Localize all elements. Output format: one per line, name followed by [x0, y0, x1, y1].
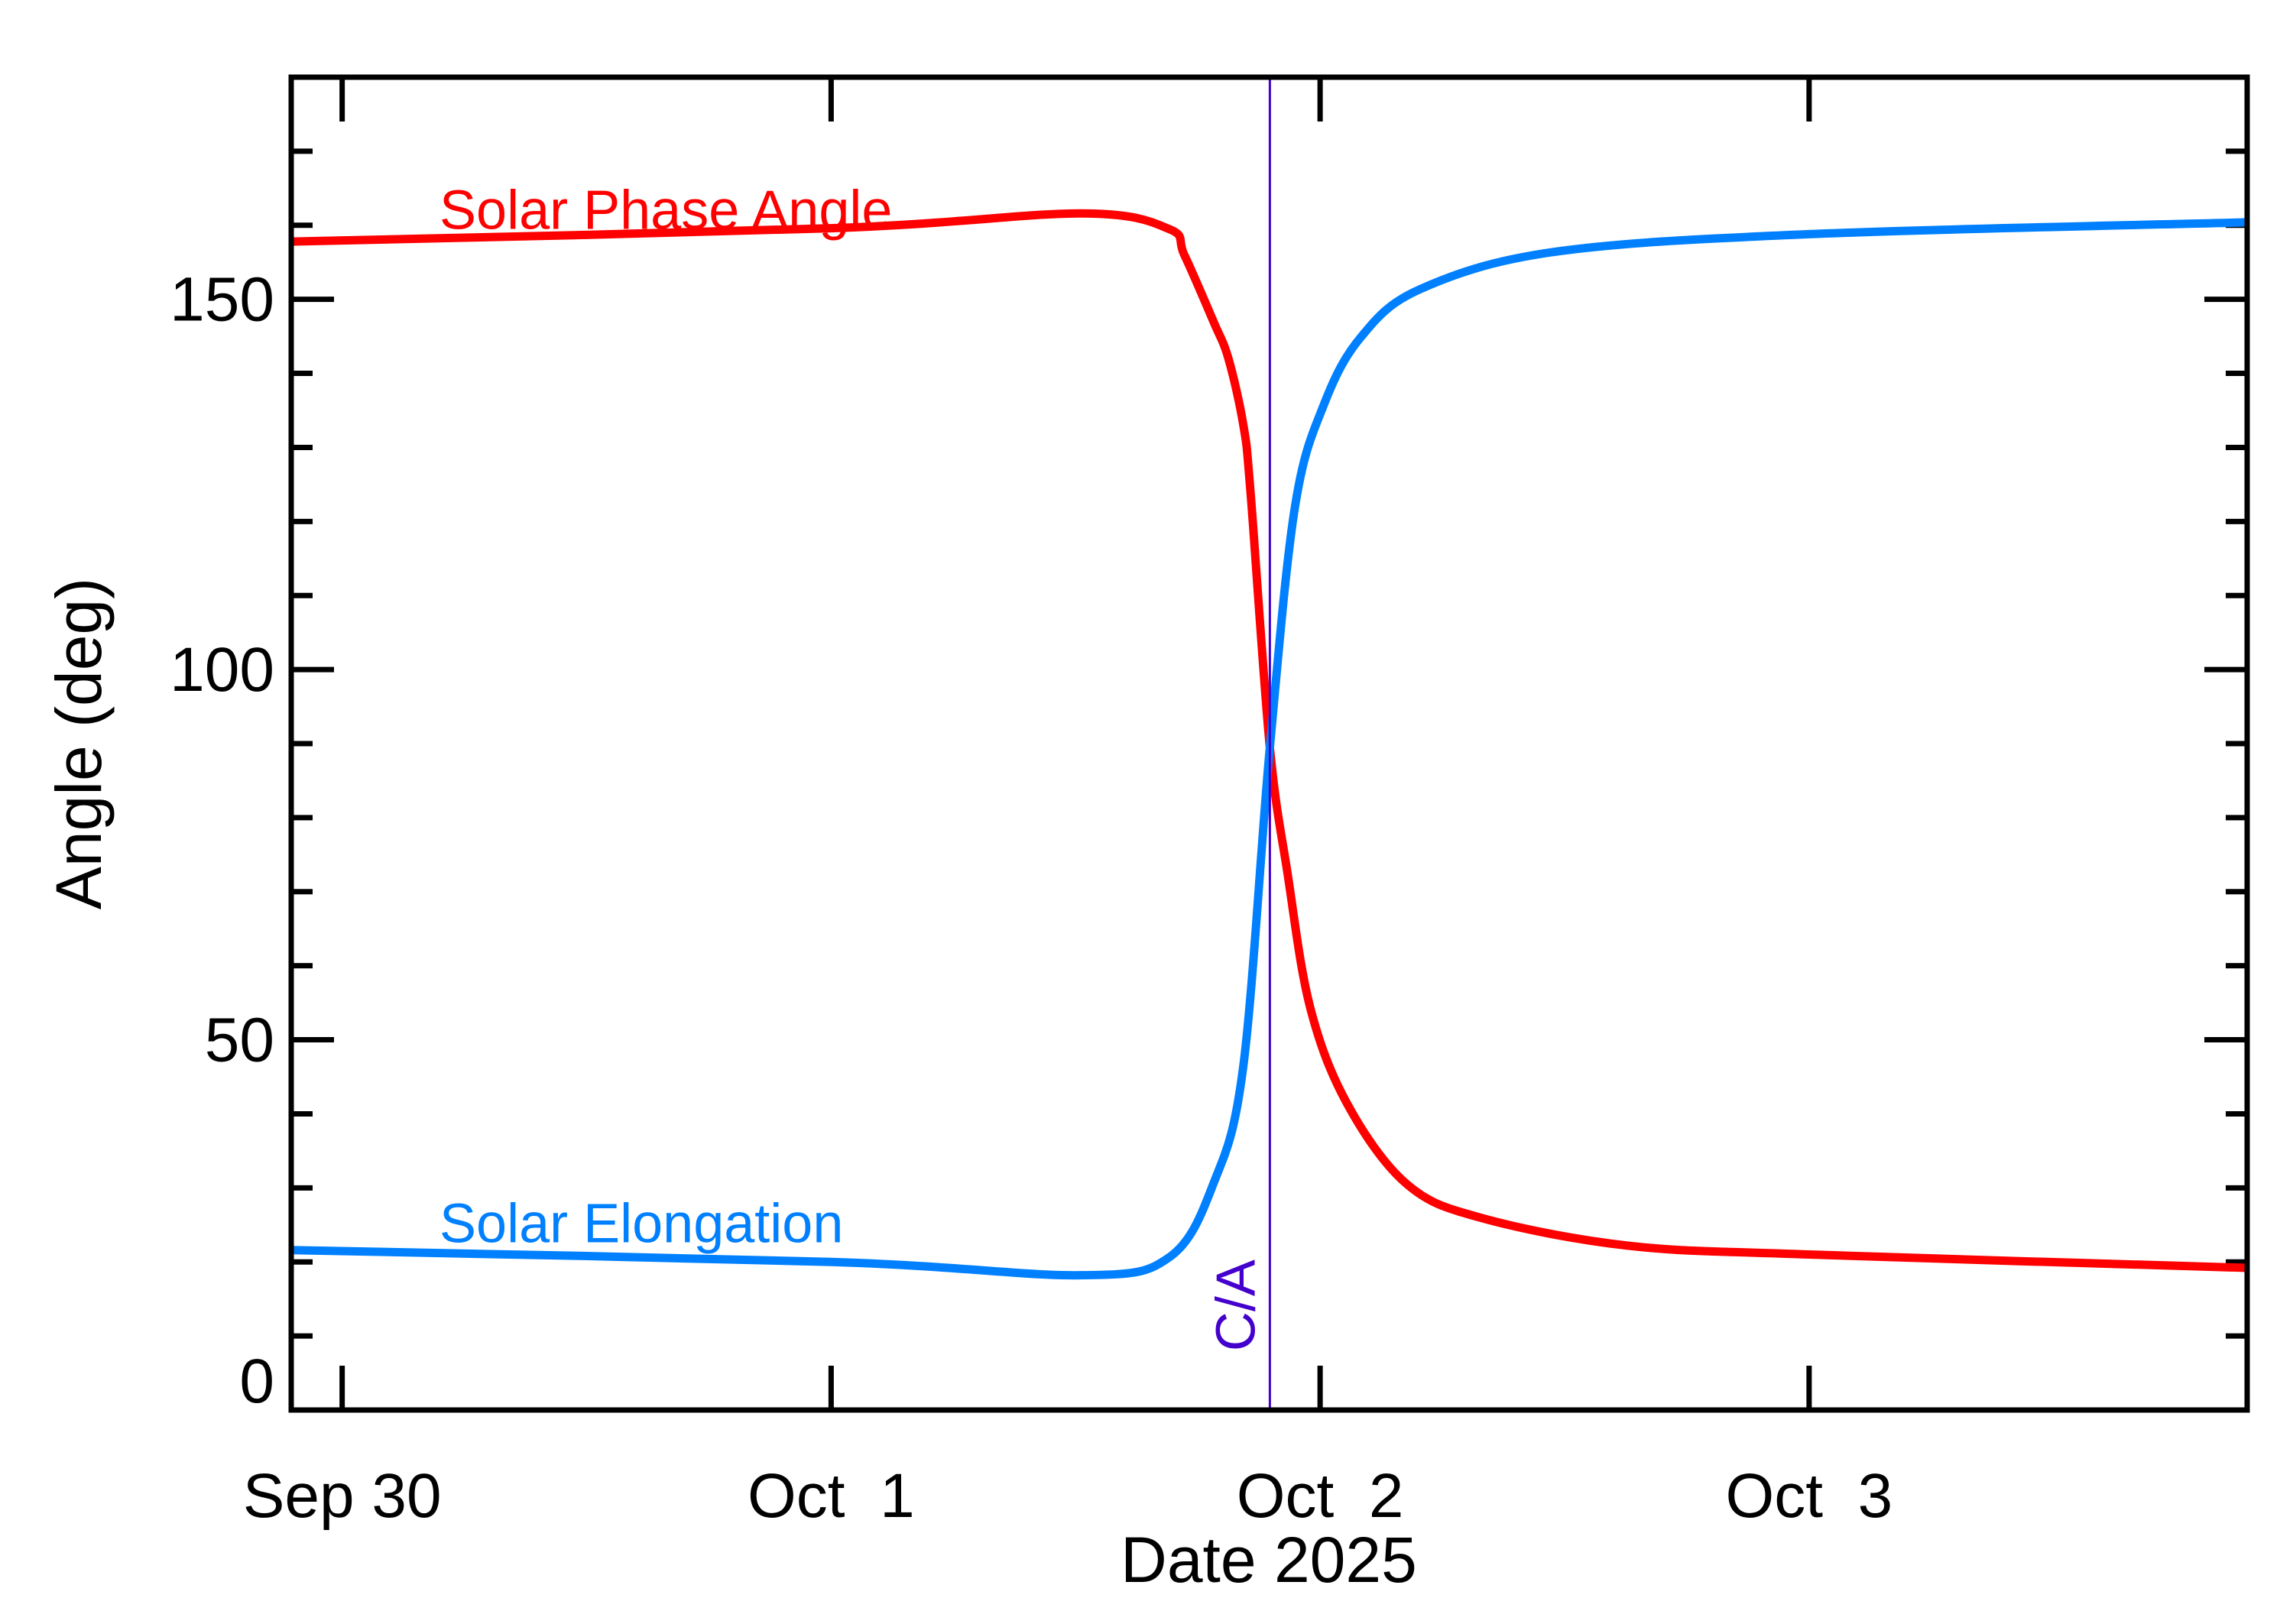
- x-tick-label: Oct 1: [748, 1461, 915, 1531]
- y-tick-label: 150: [170, 265, 274, 335]
- series-line-solar-elongation: [290, 218, 2248, 1280]
- y-axis-label: Angle (deg): [43, 578, 115, 909]
- series-label-solar-elongation: Solar Elongation: [439, 1194, 843, 1255]
- y-tick-label: 50: [205, 1006, 274, 1075]
- series-lines: [290, 209, 2248, 1280]
- y-tick-label: 100: [170, 635, 274, 705]
- series-line-solar-phase-angle: [290, 209, 2248, 1272]
- x-tick-label: Sep 30: [243, 1461, 442, 1531]
- closest-approach-label: C/A: [1205, 1259, 1267, 1351]
- series-label-solar-phase-angle: Solar Phase Angle: [439, 180, 892, 241]
- x-axis-label: Date 2025: [1121, 1524, 1417, 1596]
- y-tick-label: 0: [239, 1347, 274, 1416]
- x-tick-label: Oct 3: [1726, 1461, 1893, 1531]
- plot-frame: [288, 74, 2250, 1413]
- x-tick-label: Oct 2: [1237, 1461, 1404, 1531]
- axis-ticks: [291, 77, 2247, 1410]
- tick-labels: 0 50 100 150 Sep 30 Oct 1 Oct 2 Oct 3: [170, 265, 1892, 1531]
